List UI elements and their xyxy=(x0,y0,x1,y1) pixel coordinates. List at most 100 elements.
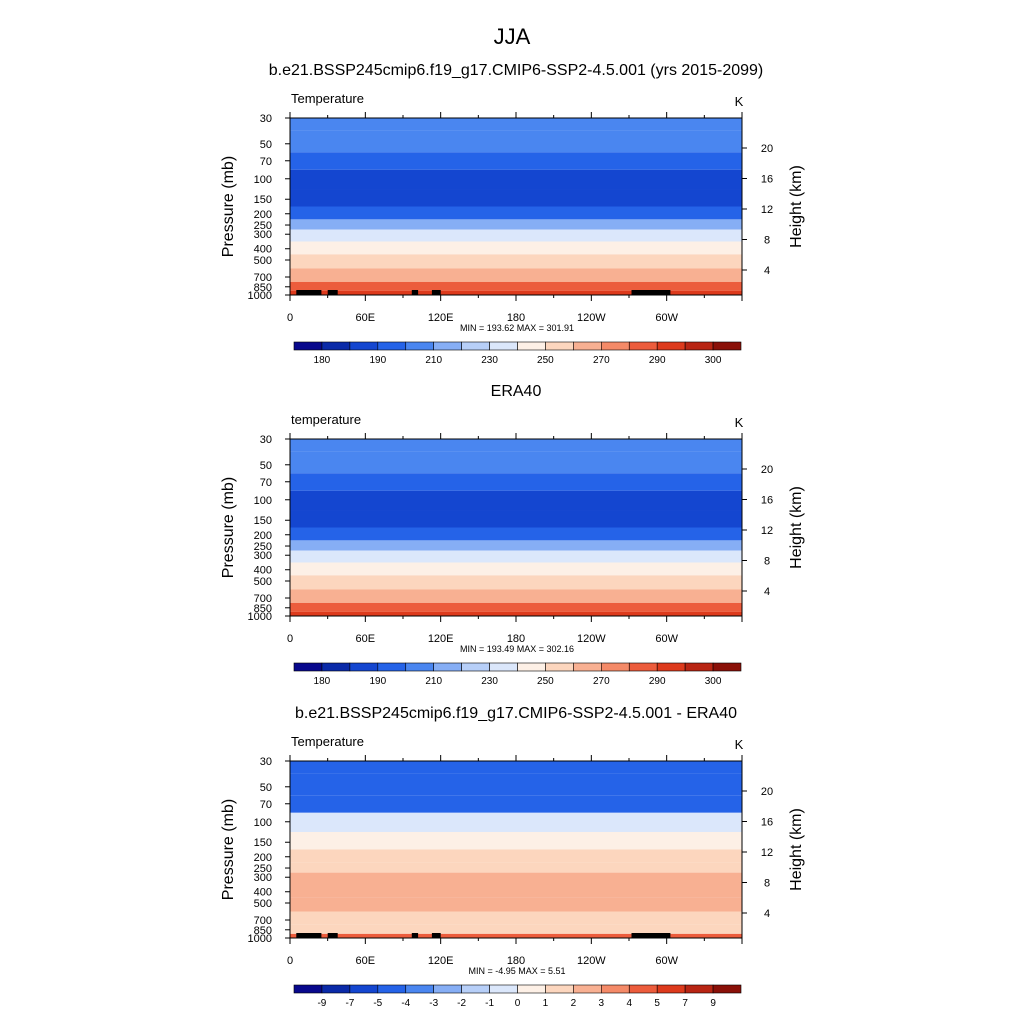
contour-band-70mb xyxy=(290,152,742,170)
colorbar-label: 4 xyxy=(627,998,633,1009)
height-tick-label: 16 xyxy=(761,174,773,186)
colorbar-label: 190 xyxy=(369,355,386,366)
x-tick-label: 120E xyxy=(428,633,454,645)
colorbar-label: -3 xyxy=(429,998,438,1009)
units-label: K xyxy=(735,737,744,752)
colorbar-swatch xyxy=(517,662,546,672)
colorbar-label: 9 xyxy=(710,998,716,1009)
right-axis-title: Height (km) xyxy=(788,165,805,248)
min-max-stats: MIN = 193.49 MAX = 302.16 xyxy=(460,644,574,654)
contour-band-30mb xyxy=(290,118,742,131)
y-tick-label: 200 xyxy=(254,209,272,221)
y-tick-label: 250 xyxy=(254,863,272,875)
y-tick-label: 30 xyxy=(260,434,272,446)
contour-band-30mb xyxy=(290,439,742,452)
colorbar-label: 300 xyxy=(705,676,722,687)
colorbar-label: 250 xyxy=(537,355,554,366)
colorbar-swatch xyxy=(405,984,434,994)
topography-mask xyxy=(327,933,338,938)
contour-band-700mb xyxy=(290,268,742,282)
colorbar-label: 300 xyxy=(705,355,722,366)
colorbar-label: 270 xyxy=(593,676,610,687)
y-tick-label: 200 xyxy=(254,852,272,864)
y-tick-label: 100 xyxy=(254,174,272,186)
height-tick-label: 8 xyxy=(764,878,770,890)
colorbar-swatch xyxy=(712,662,742,672)
colorbar-swatch xyxy=(545,341,574,351)
contour-band-200mb xyxy=(290,849,742,863)
contour-band-150mb xyxy=(290,510,742,528)
colorbar-swatch xyxy=(293,662,323,672)
y-tick-label: 300 xyxy=(254,550,272,562)
x-tick-label: 60E xyxy=(356,312,376,324)
colorbar-label: 180 xyxy=(314,676,331,687)
colorbar-swatch xyxy=(601,341,630,351)
colorbar-swatch xyxy=(628,662,658,672)
x-tick-label: 120W xyxy=(577,955,606,967)
y-tick-label: 250 xyxy=(254,220,272,232)
height-tick-label: 12 xyxy=(761,204,773,216)
contour-band-500mb xyxy=(290,897,742,912)
contour-band-1000mb xyxy=(290,290,742,295)
contour-band-850mb xyxy=(290,924,742,934)
y-tick-label: 850 xyxy=(254,282,272,294)
y-tick-label: 700 xyxy=(254,915,272,927)
colorbar-swatch xyxy=(684,341,714,351)
colorbar-label: -4 xyxy=(401,998,410,1009)
colorbar-label: 0 xyxy=(515,998,521,1009)
topography-mask xyxy=(631,290,671,295)
height-tick-label: 4 xyxy=(764,586,770,598)
y-axis-title: Pressure (mb) xyxy=(220,799,237,900)
chart-panel-1: b.e21.BSSP245cmip6.f19_g17.CMIP6-SSP2-4.… xyxy=(220,62,805,366)
contour-band-400mb xyxy=(290,562,742,576)
colorbar-swatch xyxy=(461,341,490,351)
y-tick-label: 300 xyxy=(254,229,272,241)
y-tick-label: 50 xyxy=(260,782,272,794)
x-tick-label: 0 xyxy=(287,312,293,324)
height-tick-label: 4 xyxy=(764,265,770,277)
colorbar-label: 3 xyxy=(599,998,605,1009)
height-tick-label: 20 xyxy=(761,464,773,476)
colorbar-swatch xyxy=(489,984,518,994)
colorbar-swatch xyxy=(712,341,742,351)
y-tick-label: 1000 xyxy=(248,611,272,623)
x-tick-label: 0 xyxy=(287,633,293,645)
colorbar-swatch xyxy=(461,984,490,994)
y-tick-label: 500 xyxy=(254,576,272,588)
colorbar-swatch xyxy=(628,984,658,994)
colorbar-swatch xyxy=(545,662,574,672)
colorbar-label: 230 xyxy=(481,676,498,687)
colorbar-swatch xyxy=(349,984,379,994)
topography-mask xyxy=(327,290,338,295)
colorbar-label: 2 xyxy=(571,998,577,1009)
contour-band-400mb xyxy=(290,884,742,898)
height-tick-label: 8 xyxy=(764,556,770,568)
contour-band-50mb xyxy=(290,773,742,796)
colorbar-swatch xyxy=(545,984,574,994)
colorbar-swatch xyxy=(656,984,686,994)
height-tick-label: 8 xyxy=(764,235,770,247)
y-tick-label: 300 xyxy=(254,872,272,884)
colorbar-swatch xyxy=(349,662,379,672)
y-axis-title: Pressure (mb) xyxy=(220,156,237,257)
contour-band-700mb xyxy=(290,911,742,925)
topography-mask xyxy=(631,933,671,938)
colorbar-label: -1 xyxy=(485,998,494,1009)
colorbar-swatch xyxy=(601,662,630,672)
y-tick-label: 150 xyxy=(254,515,272,527)
contour-band-250mb xyxy=(290,540,742,551)
units-label: K xyxy=(735,94,744,109)
topography-mask xyxy=(411,933,419,938)
contour-band-150mb xyxy=(290,832,742,850)
panel-title: ERA40 xyxy=(491,383,542,400)
contour-band-850mb xyxy=(290,602,742,612)
contour-band-300mb xyxy=(290,229,742,242)
colorbar-label: 190 xyxy=(369,676,386,687)
topography-mask xyxy=(431,933,441,938)
y-tick-label: 500 xyxy=(254,255,272,267)
y-tick-label: 500 xyxy=(254,898,272,910)
colorbar-swatch xyxy=(656,341,686,351)
contour-band-300mb xyxy=(290,872,742,885)
y-tick-label: 100 xyxy=(254,817,272,829)
colorbar-label: -9 xyxy=(317,998,326,1009)
